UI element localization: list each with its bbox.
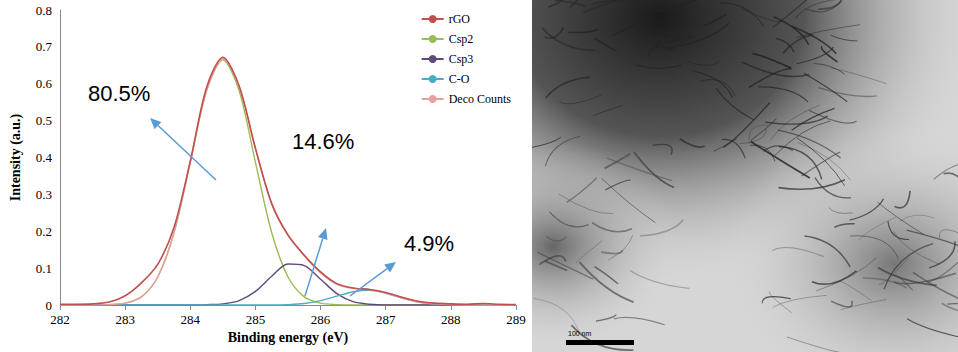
svg-text:0.8: 0.8 bbox=[36, 3, 52, 18]
svg-text:Csp3: Csp3 bbox=[449, 52, 474, 66]
svg-text:282: 282 bbox=[50, 312, 70, 327]
svg-text:Csp2: Csp2 bbox=[449, 32, 474, 46]
svg-text:Intensity (a.u.): Intensity (a.u.) bbox=[8, 113, 24, 201]
svg-text:0.5: 0.5 bbox=[36, 113, 52, 128]
svg-text:0.1: 0.1 bbox=[36, 261, 52, 276]
svg-text:Deco Counts: Deco Counts bbox=[449, 92, 512, 106]
svg-text:C-O: C-O bbox=[449, 72, 470, 86]
svg-text:283: 283 bbox=[115, 312, 135, 327]
svg-text:284: 284 bbox=[181, 312, 201, 327]
svg-text:4.9%: 4.9% bbox=[404, 231, 454, 256]
svg-text:0.3: 0.3 bbox=[36, 187, 52, 202]
svg-text:288: 288 bbox=[441, 312, 461, 327]
svg-text:14.6%: 14.6% bbox=[292, 129, 354, 154]
svg-text:0.6: 0.6 bbox=[36, 76, 53, 91]
svg-text:Binding energy (eV): Binding energy (eV) bbox=[228, 330, 349, 346]
svg-text:287: 287 bbox=[376, 312, 396, 327]
svg-text:80.5%: 80.5% bbox=[88, 81, 150, 106]
svg-text:0.4: 0.4 bbox=[36, 150, 53, 165]
svg-text:285: 285 bbox=[246, 312, 265, 327]
svg-text:rGO: rGO bbox=[449, 12, 471, 26]
svg-text:100 nm: 100 nm bbox=[568, 330, 592, 337]
svg-text:0.2: 0.2 bbox=[36, 224, 52, 239]
svg-text:289: 289 bbox=[506, 312, 526, 327]
svg-text:0: 0 bbox=[46, 298, 53, 313]
svg-text:0.7: 0.7 bbox=[36, 39, 53, 54]
svg-text:286: 286 bbox=[311, 312, 331, 327]
